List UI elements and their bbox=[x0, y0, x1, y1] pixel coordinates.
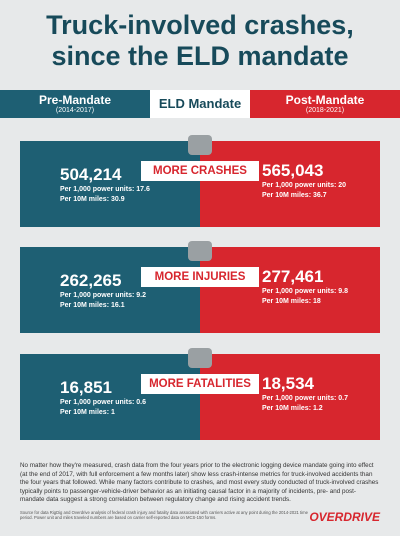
post-content: 18,534 Per 1,000 power units: 0.7 Per 10M … bbox=[262, 374, 348, 414]
title: Truck-involved crashes, since the ELD ma… bbox=[0, 10, 400, 72]
footer-source: Source for data RigDig and Overdrive ana… bbox=[20, 510, 308, 521]
per-units: Per 1,000 power units: 0.7 bbox=[262, 395, 348, 402]
per-miles: Per 10M miles: 16.1 bbox=[60, 302, 125, 309]
total: 504,214 bbox=[60, 165, 122, 184]
post-band: Post-Mandate (2018-2021) bbox=[250, 90, 400, 118]
per-miles: Per 10M miles: 1.2 bbox=[262, 405, 323, 412]
pre-content: 504,214 Per 1,000 power units: 17.6 Per 10… bbox=[60, 165, 150, 205]
title-line: since the ELD mandate bbox=[51, 41, 349, 71]
per-units: Per 1,000 power units: 20 bbox=[262, 182, 347, 189]
post-box: 565,043 Per 1,000 power units: 20 Per 10M … bbox=[200, 141, 380, 227]
per-miles: Per 10M miles: 36.7 bbox=[262, 192, 327, 199]
post-box: 277,461 Per 1,000 power units: 9.8 Per 10M… bbox=[200, 247, 380, 333]
total: 565,043 bbox=[262, 161, 324, 180]
per-miles: Per 10M miles: 18 bbox=[262, 298, 321, 305]
pre-label: Pre-Mandate bbox=[38, 93, 112, 107]
title-line: Truck-involved crashes, bbox=[46, 10, 354, 40]
pre-years: (2014-2017) bbox=[55, 107, 95, 114]
post-content: 277,461 Per 1,000 power units: 9.8 Per 10M… bbox=[262, 267, 348, 307]
pre-box: 504,214 Per 1,000 power units: 17.6 Per 10… bbox=[20, 141, 200, 227]
logo: OVERDRIVE bbox=[309, 510, 380, 524]
post-years: (2018-2021) bbox=[305, 107, 345, 114]
pre-box: 16,851 Per 1,000 power units: 0.6 Per 10M … bbox=[20, 354, 200, 440]
center-label: ELD Mandate bbox=[158, 96, 242, 111]
icon bbox=[188, 241, 212, 261]
panel-label: MORE CRASHES bbox=[141, 161, 259, 181]
icon bbox=[188, 348, 212, 368]
post-label: Post-Mandate bbox=[285, 93, 365, 107]
per-units: Per 1,000 power units: 9.8 bbox=[262, 288, 348, 295]
total: 16,851 bbox=[60, 378, 112, 397]
pre-content: 262,265 Per 1,000 power units: 9.2 Per 10M… bbox=[60, 271, 146, 311]
panel-label: MORE FATALITIES bbox=[141, 374, 259, 394]
per-units: Per 1,000 power units: 9.2 bbox=[60, 292, 146, 299]
total: 18,534 bbox=[262, 374, 314, 393]
total: 262,265 bbox=[60, 271, 122, 290]
per-miles: Per 10M miles: 30.9 bbox=[60, 196, 125, 203]
center-band: ELD Mandate bbox=[150, 90, 250, 118]
pre-band: Pre-Mandate (2014-2017) bbox=[0, 90, 150, 118]
per-units: Per 1,000 power units: 17.6 bbox=[60, 186, 150, 193]
pre-content: 16,851 Per 1,000 power units: 0.6 Per 10M … bbox=[60, 378, 146, 418]
panel-label: MORE INJURIES bbox=[141, 267, 259, 287]
per-miles: Per 10M miles: 1 bbox=[60, 409, 115, 416]
footer-body: No matter how they're measured, crash da… bbox=[20, 462, 379, 504]
per-units: Per 1,000 power units: 0.6 bbox=[60, 399, 146, 406]
total: 277,461 bbox=[262, 267, 324, 286]
post-box: 18,534 Per 1,000 power units: 0.7 Per 10M … bbox=[200, 354, 380, 440]
pre-box: 262,265 Per 1,000 power units: 9.2 Per 10M… bbox=[20, 247, 200, 333]
icon bbox=[188, 135, 212, 155]
post-content: 565,043 Per 1,000 power units: 20 Per 10M … bbox=[262, 161, 346, 201]
